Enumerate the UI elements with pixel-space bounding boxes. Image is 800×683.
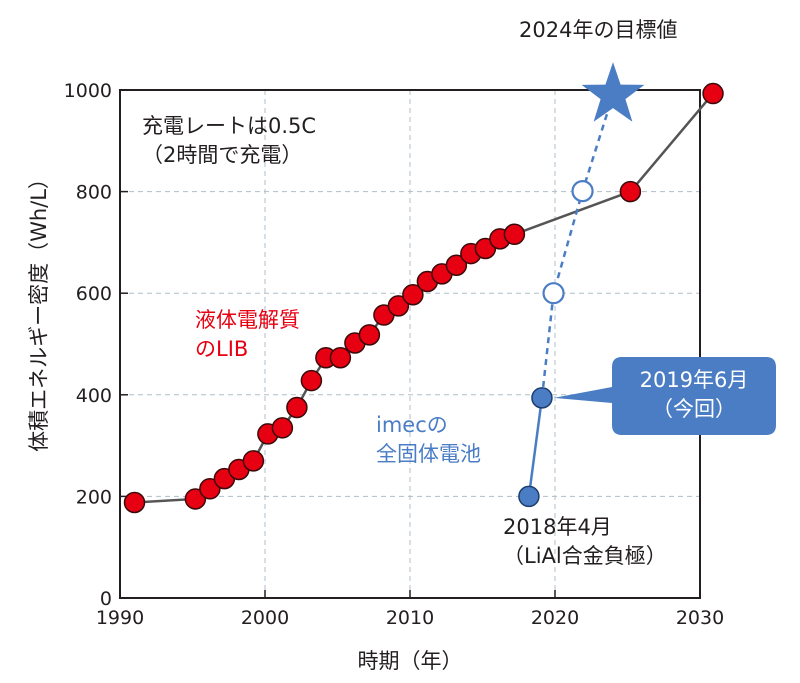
charge-rate-note: 充電レートは0.5C （2時間で充電） (142, 112, 316, 170)
x-tick-label: 1990 (96, 607, 144, 629)
callout-box (553, 357, 776, 435)
lib-data-point (184, 488, 207, 510)
lib-data-point (503, 223, 526, 246)
charge-rate-note-line2: （2時間で充電） (142, 143, 303, 167)
imec-projected-point (542, 282, 565, 305)
lib-data-point (286, 396, 308, 419)
y-tick-label: 800 (76, 182, 112, 204)
first-point-label: 2018年4月 （LiAl合金負極） (503, 513, 667, 571)
imec-series-label-line2: 全固体電池 (376, 442, 481, 466)
callout-label: 2019年6月 （今回） (612, 366, 776, 424)
lib-series-label: 液体電解質 のLIB (195, 306, 300, 364)
data-points (123, 62, 724, 514)
y-tick-label: 1000 (64, 80, 112, 102)
y-tick-label: 600 (76, 283, 112, 305)
lib-data-point (329, 346, 352, 369)
imec-projected-point (571, 179, 594, 203)
lib-data-point (199, 478, 221, 500)
axes: 1990 2000 2010 2020 2030 0 200 400 600 800 1000 (64, 80, 725, 629)
imec-series-label: imecの 全固体電池 (376, 411, 481, 469)
lib-data-point (445, 254, 468, 277)
lib-series-label-line1: 液体電解質 (195, 308, 300, 332)
lib-data-point (300, 369, 323, 392)
imec-series-label-line1: imecの (376, 413, 448, 437)
imec-data-point (518, 485, 540, 508)
charge-rate-note-line1: 充電レートは0.5C (142, 114, 317, 138)
callout-label-line2: （今回） (652, 397, 736, 421)
x-tick-label: 2000 (241, 607, 289, 629)
imec-data-point (531, 387, 553, 409)
callout-label-line1: 2019年6月 (639, 368, 749, 392)
lib-data-point (387, 295, 410, 317)
lib-data-point (702, 82, 724, 105)
y-axis-label: 体積エネルギー密度（Wh/L） (27, 168, 51, 452)
first-point-label-line2: （LiAl合金負極） (503, 544, 667, 568)
lib-data-point (619, 180, 642, 203)
callout-pointer-box (553, 357, 776, 435)
x-axis-label: 時期（年） (357, 649, 463, 673)
x-tick-label: 2020 (531, 607, 579, 629)
target-label: 2024年の目標値 (519, 18, 678, 42)
first-point-label-line1: 2018年4月 (503, 515, 612, 539)
y-tick-label: 0 (100, 588, 112, 610)
lib-series-label-line2: のLIB (195, 337, 249, 361)
imec-series-line (527, 397, 544, 497)
x-tick-label: 2030 (676, 607, 724, 629)
y-tick-label: 400 (76, 385, 112, 407)
lib-data-point (358, 324, 381, 346)
lib-data-point (123, 491, 146, 514)
y-tick-label: 200 (76, 486, 112, 508)
x-tick-label: 2010 (386, 607, 434, 629)
target-star (581, 62, 645, 122)
imec-projection-line (540, 94, 615, 398)
lib-data-point (242, 450, 265, 472)
lib-data-point (271, 417, 294, 439)
lib-data-point (402, 283, 424, 306)
